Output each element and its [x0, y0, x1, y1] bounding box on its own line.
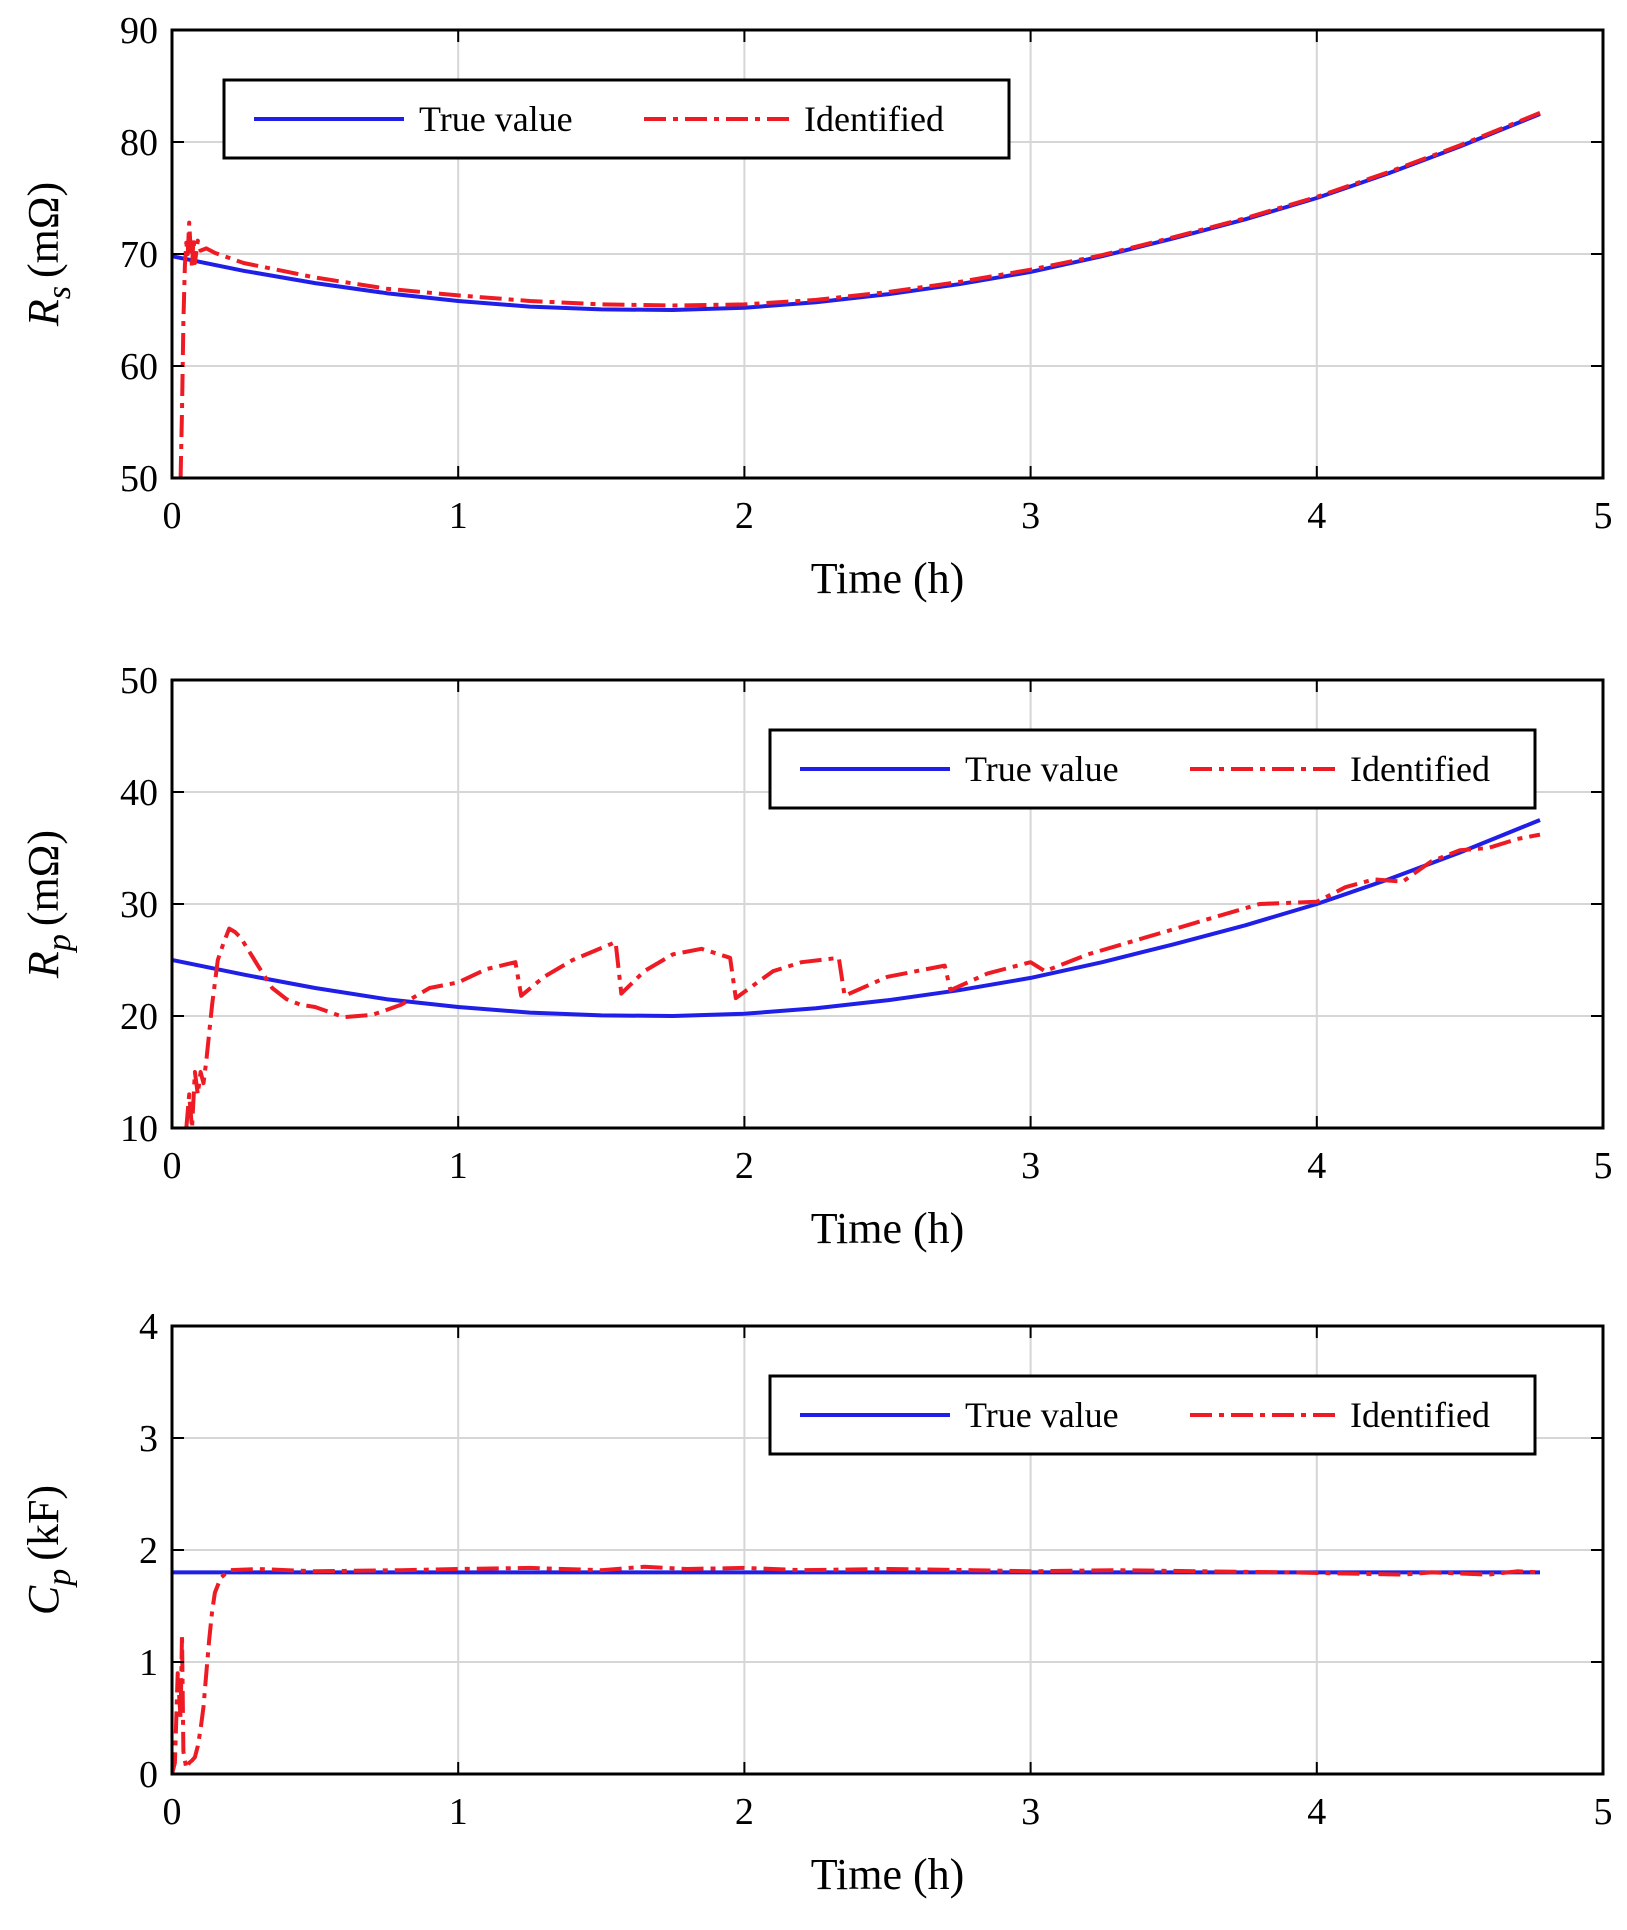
x-tick-label: 3: [1021, 1791, 1040, 1833]
series-line-true-value: [172, 818, 1541, 1018]
series-line-identified: [184, 832, 1541, 1128]
series-group: [172, 818, 1541, 1128]
x-tick-label: 3: [1021, 495, 1040, 537]
y-axis-label: Rp (mΩ): [19, 830, 78, 979]
y-axis-label-symbol: R: [19, 299, 68, 327]
legend-label-identified: Identified: [804, 99, 944, 139]
x-tick-label: 4: [1307, 1791, 1326, 1833]
y-tick-label: 20: [120, 996, 158, 1038]
x-tick-label: 0: [163, 495, 182, 537]
x-tick-label: 5: [1594, 495, 1613, 537]
y-axis-label-symbol: C: [19, 1585, 68, 1615]
chart-panel-1: 0 1 2 3 4 5 50 60 70 80 90 Time (h) Rs (mΩ) True value…: [19, 10, 1613, 603]
x-tick-label: 3: [1021, 1145, 1040, 1187]
y-tick-label: 0: [139, 1754, 158, 1796]
y-tick-label: 40: [120, 772, 158, 814]
y-tick-label: 50: [120, 660, 158, 702]
x-axis-label: Time (h): [811, 1204, 965, 1253]
x-tick-label: 1: [449, 495, 468, 537]
legend-label-identified: Identified: [1350, 749, 1490, 789]
y-axis-label: Rs (mΩ): [19, 182, 78, 327]
y-axis-label-unit: (kF): [19, 1485, 68, 1561]
x-tick-label: 4: [1307, 495, 1326, 537]
y-axis-label-subscript: s: [41, 286, 78, 299]
x-tick-label: 1: [449, 1791, 468, 1833]
legend: True value Identified: [768, 1374, 1537, 1456]
y-tick-label: 80: [120, 122, 158, 164]
y-axis-label-unit: (mΩ): [19, 182, 68, 278]
y-tick-label: 10: [120, 1108, 158, 1150]
x-tick-label: 5: [1594, 1791, 1613, 1833]
x-tick-label: 1: [449, 1145, 468, 1187]
y-tick-label: 90: [120, 10, 158, 52]
legend-label-identified: Identified: [1350, 1395, 1490, 1435]
y-tick-label: 70: [120, 234, 158, 276]
x-tick-label: 2: [735, 1145, 754, 1187]
y-tick-label: 3: [139, 1418, 158, 1460]
y-axis-label-symbol: R: [19, 951, 68, 979]
legend-label-true-value: True value: [965, 749, 1119, 789]
y-axis-label-subscript: p: [41, 1569, 78, 1588]
y-tick-label: 30: [120, 884, 158, 926]
x-tick-label: 0: [163, 1145, 182, 1187]
y-axis-label-subscript: p: [41, 934, 78, 953]
y-axis-label-unit: (mΩ): [19, 830, 68, 926]
y-tick-label: 4: [139, 1306, 158, 1348]
chart-panel-3: 0 1 2 3 4 5 0 1 2 3 4 Time (h) Cp (kF) True value Ident…: [19, 1306, 1613, 1899]
y-tick-label: 2: [139, 1530, 158, 1572]
series-line-identified: [172, 1564, 1541, 1774]
x-tick-label: 4: [1307, 1145, 1326, 1187]
x-tick-label: 0: [163, 1791, 182, 1833]
series-group: [172, 1564, 1541, 1774]
x-axis-label: Time (h): [811, 1850, 965, 1899]
x-tick-label: 2: [735, 495, 754, 537]
y-tick-label: 1: [139, 1642, 158, 1684]
x-axis-label: Time (h): [811, 554, 965, 603]
legend-label-true-value: True value: [419, 99, 573, 139]
x-tick-label: 5: [1594, 1145, 1613, 1187]
legend: True value Identified: [222, 78, 1011, 160]
y-tick-label: 60: [120, 346, 158, 388]
series-group: [172, 111, 1541, 478]
legend-label-true-value: True value: [965, 1395, 1119, 1435]
x-tick-label: 2: [735, 1791, 754, 1833]
chart-panel-2: 0 1 2 3 4 5 10 20 30 40 50 Time (h) Rp (mΩ) True value…: [19, 660, 1613, 1253]
series-line-identified: [178, 111, 1541, 478]
y-axis-label: Cp (kF): [19, 1485, 78, 1615]
y-tick-label: 50: [120, 458, 158, 500]
legend: True value Identified: [768, 728, 1537, 810]
